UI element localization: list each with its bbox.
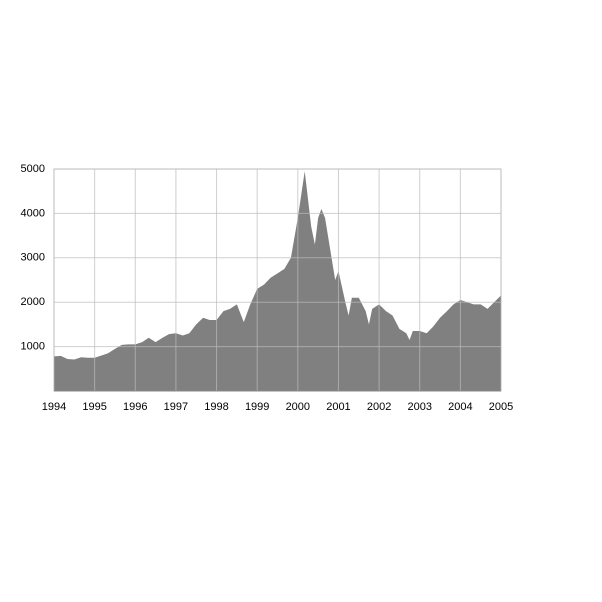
x-tick-label: 2005 <box>489 401 513 413</box>
x-tick-label: 1994 <box>42 401 66 413</box>
x-tick-label: 1995 <box>82 401 106 413</box>
y-tick-label: 5000 <box>21 163 45 175</box>
x-tick-label: 1997 <box>164 401 188 413</box>
x-tick-label: 2003 <box>407 401 431 413</box>
x-tick-label: 2002 <box>367 401 391 413</box>
x-tick-label: 1998 <box>204 401 228 413</box>
x-tick-label: 2001 <box>326 401 350 413</box>
area <box>54 171 501 391</box>
x-tick-label: 2004 <box>448 401 472 413</box>
y-tick-label: 2000 <box>21 296 45 308</box>
y-tick-label: 4000 <box>21 207 45 219</box>
y-tick-label: 1000 <box>21 341 45 353</box>
x-tick-label: 2000 <box>286 401 310 413</box>
y-tick-label: 3000 <box>21 252 45 264</box>
x-tick-label: 1999 <box>245 401 269 413</box>
x-tick-label: 1996 <box>123 401 147 413</box>
